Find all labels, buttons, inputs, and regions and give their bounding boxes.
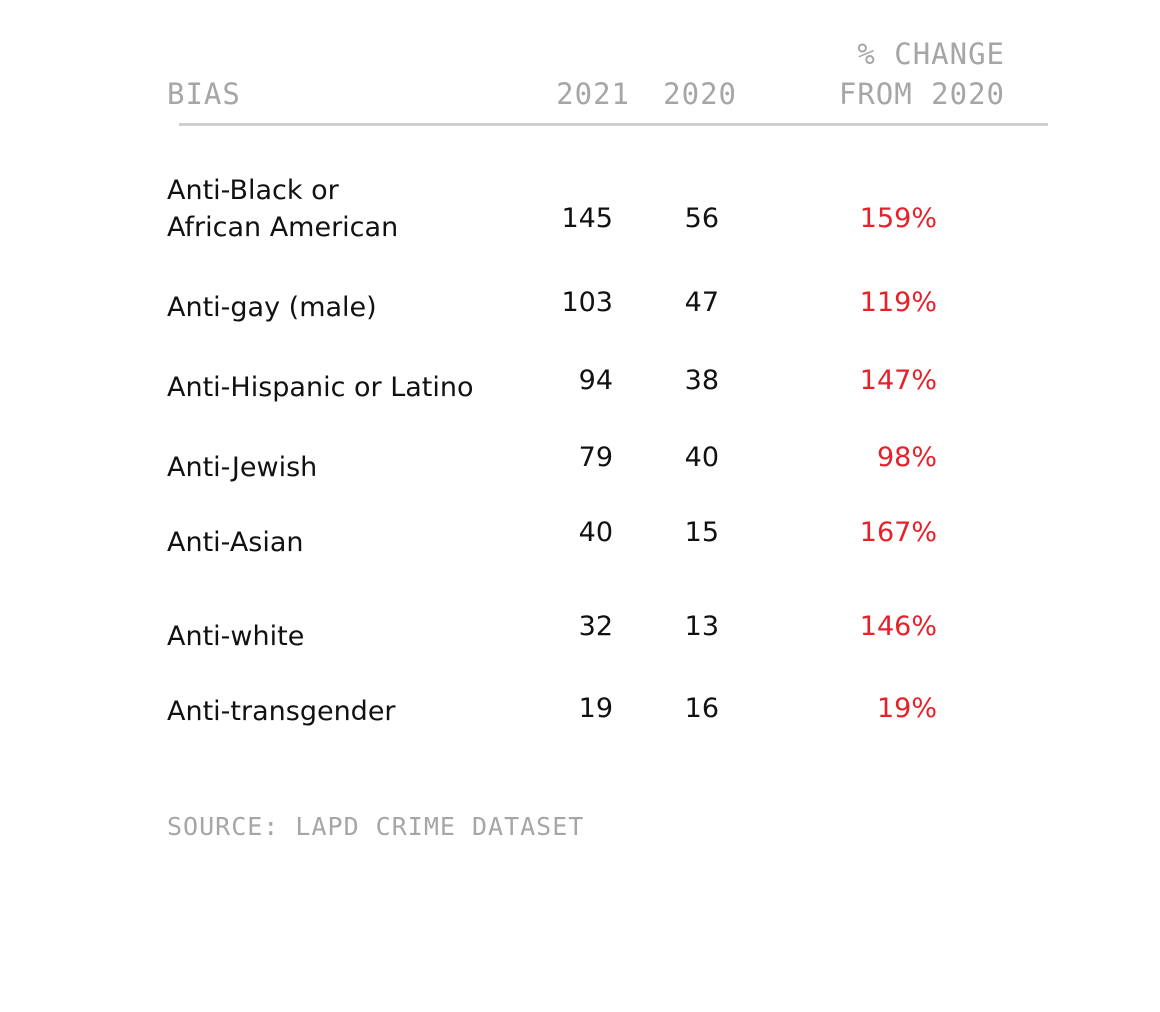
row-bias-label: Anti-Jewish	[167, 452, 318, 483]
header-2021: 2021	[556, 77, 630, 111]
row-bias-label: Anti-Hispanic or Latino	[167, 372, 474, 403]
row-value-2021: 103	[561, 287, 613, 318]
header-rule	[179, 123, 1048, 126]
header-percent-change: % CHANGE FROM 2020	[745, 34, 1005, 114]
row-value-2020: 16	[684, 693, 719, 724]
row-bias-label: Anti-gay (male)	[167, 292, 377, 323]
row-value-2021: 145	[561, 203, 613, 234]
row-percent-change: 167%	[859, 517, 937, 548]
row-percent-change: 119%	[859, 287, 937, 318]
row-bias-label: Anti-Black or African American	[167, 175, 399, 243]
header-2020: 2020	[663, 77, 737, 111]
row-value-2020: 40	[684, 442, 719, 473]
row-value-2020: 38	[684, 365, 719, 396]
row-bias-label: Anti-Asian	[167, 527, 304, 558]
row-percent-change: 19%	[876, 693, 937, 724]
row-value-2020: 56	[684, 203, 719, 234]
row-percent-change: 98%	[876, 442, 937, 473]
header-bias: BIAS	[167, 77, 241, 111]
source-note: SOURCE: LAPD CRIME DATASET	[167, 812, 585, 841]
row-value-2021: 94	[578, 365, 613, 396]
row-value-2020: 47	[684, 287, 719, 318]
row-value-2021: 19	[578, 693, 613, 724]
row-percent-change: 159%	[859, 203, 937, 234]
row-value-2021: 79	[578, 442, 613, 473]
row-value-2021: 40	[578, 517, 613, 548]
row-percent-change: 146%	[859, 611, 937, 642]
row-percent-change: 147%	[859, 365, 937, 396]
row-value-2020: 13	[684, 611, 719, 642]
header-percent-change-line2: FROM 2020	[838, 77, 1005, 111]
row-bias-label: Anti-white	[167, 621, 305, 652]
row-bias-label: Anti-transgender	[167, 696, 396, 727]
row-value-2020: 15	[684, 517, 719, 548]
row-value-2021: 32	[578, 611, 613, 642]
header-percent-change-line1: % CHANGE	[857, 37, 1005, 71]
